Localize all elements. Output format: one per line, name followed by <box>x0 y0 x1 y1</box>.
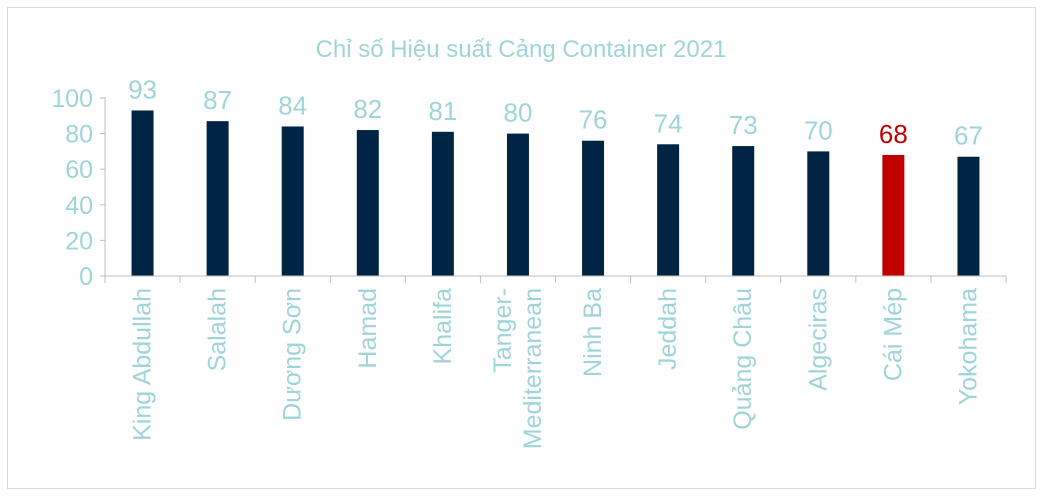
bar <box>206 121 229 276</box>
bar <box>431 131 454 276</box>
x-tick-label-line: Ninh Ba <box>579 288 607 377</box>
x-tick-label-line: Quảng Châu <box>729 288 757 430</box>
y-tick-label: 80 <box>65 121 93 149</box>
x-tick-label: Ninh Ba <box>579 288 607 377</box>
data-label: 80 <box>503 98 532 128</box>
x-tick-label-line: Khalifa <box>429 288 457 365</box>
data-label: 81 <box>428 96 457 126</box>
bar <box>807 151 830 276</box>
data-label: 67 <box>954 121 983 151</box>
bar <box>506 133 529 276</box>
x-tick-label: Khalifa <box>429 288 457 365</box>
x-tick-label: Dương Sơn <box>279 288 307 421</box>
x-tick-label-line: Hamad <box>354 288 382 369</box>
chart-frame: Chỉ số Hiệu suất Cảng Container 2021 0 20… <box>7 7 1036 489</box>
data-label: 93 <box>128 74 157 104</box>
x-tick-label: King Abdullah <box>129 288 157 441</box>
y-tick-label: 40 <box>65 192 93 220</box>
x-tick-label-line: Tanger- <box>489 288 517 373</box>
bar <box>131 110 154 277</box>
data-label: 68 <box>879 119 908 149</box>
y-tick-label: 0 <box>79 263 93 291</box>
x-tick-label: Cái Mép <box>879 288 907 381</box>
x-tick-label: Quảng Châu <box>729 288 757 430</box>
y-tick-label: 100 <box>51 85 93 113</box>
x-tick-label-line: Cái Mép <box>879 288 907 381</box>
x-tick-label-line: Yokohama <box>954 288 982 405</box>
chart-title: Chỉ số Hiệu suất Cảng Container 2021 <box>316 36 727 63</box>
x-tick-label: Tanger- Mediterranean <box>489 288 547 449</box>
x-tick-label-line: Dương Sơn <box>279 288 307 421</box>
bar <box>657 144 680 276</box>
x-tick-label-line: Salalah <box>204 288 232 371</box>
y-tick-label: 20 <box>65 227 93 255</box>
x-tick-label-line: Jeddah <box>654 288 682 370</box>
data-label: 70 <box>804 115 833 145</box>
bar <box>281 126 304 276</box>
data-label: 82 <box>353 94 382 124</box>
x-tick-label: Yokohama <box>954 288 982 405</box>
bars: 93 87 84 82 81 80 76 74 73 70 68 67 <box>128 74 983 277</box>
x-tick-label: Jeddah <box>654 288 682 370</box>
bar <box>356 130 379 276</box>
bar <box>732 146 755 276</box>
x-tick-label-line: King Abdullah <box>129 288 157 441</box>
data-label: 76 <box>579 105 608 135</box>
x-tick-label-line: Algeciras <box>804 288 832 391</box>
data-label: 84 <box>278 90 307 120</box>
x-tick-label: Algeciras <box>804 288 832 391</box>
x-axis: King Abdullah Salalah Dương Sơn Hamad Khalif… <box>104 275 1007 449</box>
bar <box>582 140 605 276</box>
x-tick-label: Hamad <box>354 288 382 369</box>
data-label: 87 <box>203 85 232 115</box>
x-tick-label-line: Mediterranean <box>519 288 547 449</box>
data-label: 73 <box>729 110 758 140</box>
bar <box>882 154 905 276</box>
y-tick-label: 60 <box>65 156 93 184</box>
y-axis: 0 20 40 60 80 100 <box>51 85 106 291</box>
data-label: 74 <box>654 108 683 138</box>
bar <box>957 156 980 276</box>
bar-chart: Chỉ số Hiệu suất Cảng Container 2021 0 20… <box>51 36 1007 449</box>
x-tick-label: Salalah <box>204 288 232 371</box>
